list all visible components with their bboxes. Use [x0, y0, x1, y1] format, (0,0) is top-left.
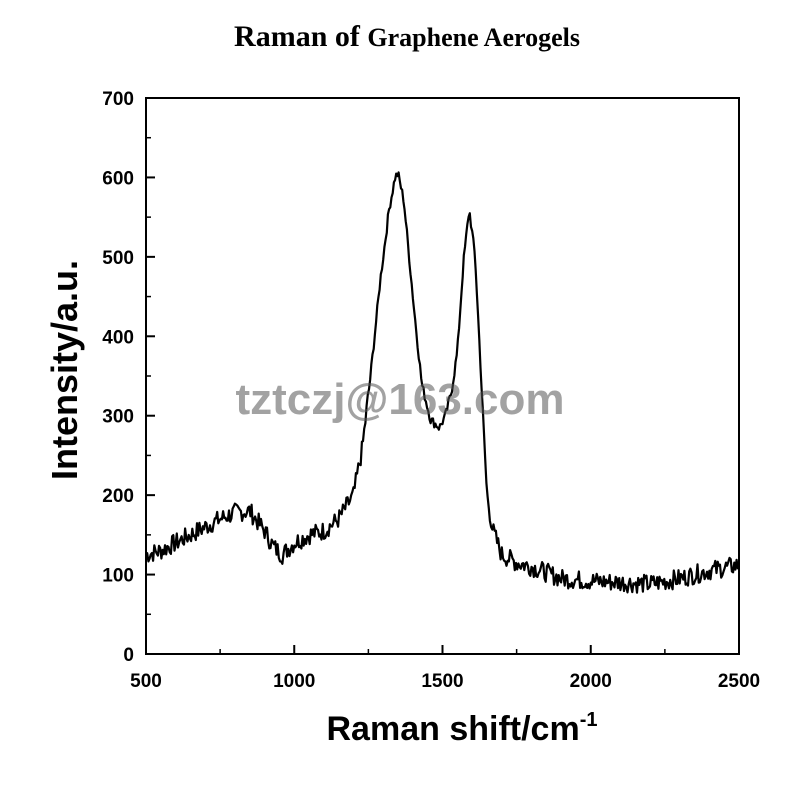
watermark-text: tztczj@163.com: [235, 375, 564, 424]
y-tick-label: 300: [102, 407, 134, 428]
x-tick-label: 1500: [421, 671, 463, 692]
y-tick-label: 400: [102, 327, 134, 348]
y-tick-label: 600: [102, 168, 134, 189]
chart-title-part2: Graphene Aerogels: [367, 23, 580, 52]
chart-title: Raman of Graphene Aerogels: [234, 20, 580, 53]
chart-title-part1: Raman of: [234, 20, 367, 53]
y-tick-label: 200: [102, 486, 134, 507]
y-tick-label: 500: [102, 248, 134, 269]
x-axis-label-superscript: -1: [580, 709, 598, 731]
raman-spectrum-line: [145, 171, 740, 594]
x-tick-label: 2500: [718, 671, 760, 692]
y-tick-label: 0: [123, 645, 134, 666]
x-axis-ticks: 500 1000 1500 2000 2500: [130, 645, 760, 692]
y-axis-label: Intensity/a.u.: [44, 260, 85, 480]
y-tick-label: 700: [102, 89, 134, 110]
y-axis-ticks: 0 100 200 300 400 500 600 700: [102, 89, 155, 666]
x-tick-label: 1000: [273, 671, 315, 692]
x-axis-label-text: Raman shift/cm: [327, 710, 580, 748]
x-tick-label: 500: [130, 671, 162, 692]
y-tick-label: 100: [102, 566, 134, 587]
x-tick-label: 2000: [570, 671, 612, 692]
x-axis-label: Raman shift/cm-1: [327, 709, 598, 748]
